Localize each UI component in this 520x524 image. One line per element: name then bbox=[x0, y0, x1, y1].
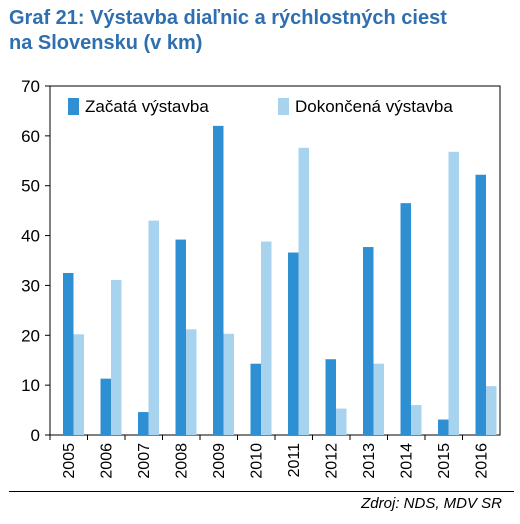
x-tick-label: 2009 bbox=[211, 443, 228, 479]
bar-completed bbox=[73, 334, 84, 435]
x-tick-label: 2008 bbox=[173, 443, 190, 479]
bar-started bbox=[438, 419, 449, 435]
x-tick-label: 2013 bbox=[361, 443, 378, 479]
bar-completed bbox=[486, 386, 497, 435]
x-tick-label: 2014 bbox=[398, 443, 415, 479]
y-tick-label: 40 bbox=[21, 227, 40, 246]
bar-completed bbox=[336, 408, 347, 435]
bar-started bbox=[63, 272, 74, 435]
bar-chart: 0 10 20 30 40 50 60 70 2005 2006 2007 2008 2009 2010 2… bbox=[21, 77, 501, 479]
y-tick-label: 50 bbox=[21, 177, 40, 196]
x-tick-label: 2010 bbox=[248, 443, 265, 479]
bar-completed bbox=[186, 329, 197, 435]
x-tick-label: 2006 bbox=[98, 443, 115, 479]
title-line-2: na Slovensku (v km) bbox=[9, 32, 203, 54]
legend-swatch-started bbox=[68, 98, 79, 115]
x-tick-label: 2015 bbox=[436, 443, 453, 479]
y-tick-label: 60 bbox=[21, 127, 40, 146]
y-tick-label: 0 bbox=[31, 426, 40, 445]
x-tick-label: 2007 bbox=[136, 443, 153, 479]
bottom-rule bbox=[9, 491, 514, 492]
bar-completed bbox=[148, 220, 159, 435]
bar-started bbox=[288, 252, 299, 435]
bar-started bbox=[363, 247, 374, 435]
title-line-1: Graf 21: Výstavba diaľnic a rýchlostných… bbox=[9, 7, 447, 29]
bar-completed bbox=[373, 363, 384, 435]
bar-started bbox=[175, 239, 186, 435]
bar-completed bbox=[411, 405, 422, 435]
bar-started bbox=[213, 125, 224, 435]
x-tick-label: 2005 bbox=[61, 443, 78, 479]
bar-started bbox=[250, 363, 261, 435]
bar-completed bbox=[298, 147, 309, 435]
x-tick-label: 2011 bbox=[286, 443, 303, 478]
legend-swatch-completed bbox=[278, 98, 289, 115]
x-tick-label: 2012 bbox=[323, 443, 340, 479]
bar-completed bbox=[111, 279, 122, 435]
legend-label-started: Začatá výstavba bbox=[85, 97, 209, 116]
legend-label-completed: Dokončená výstavba bbox=[295, 97, 453, 116]
source-note: Zdroj: NDS, MDV SR bbox=[361, 495, 502, 512]
y-tick-label: 30 bbox=[21, 276, 40, 295]
bar-started bbox=[138, 412, 149, 435]
y-tick-label: 10 bbox=[21, 376, 40, 395]
bar-started bbox=[475, 174, 486, 435]
bar-completed bbox=[223, 333, 234, 435]
chart-title: Graf 21: Výstavba diaľnic a rýchlostných… bbox=[9, 6, 514, 56]
bar-completed bbox=[261, 241, 272, 435]
y-tick-label: 70 bbox=[21, 77, 40, 96]
y-tick-label: 20 bbox=[21, 326, 40, 345]
bar-started bbox=[400, 203, 411, 435]
bar-started bbox=[325, 359, 336, 435]
bar-started bbox=[100, 378, 111, 435]
bar-completed bbox=[448, 151, 459, 435]
x-tick-label: 2016 bbox=[473, 443, 490, 479]
